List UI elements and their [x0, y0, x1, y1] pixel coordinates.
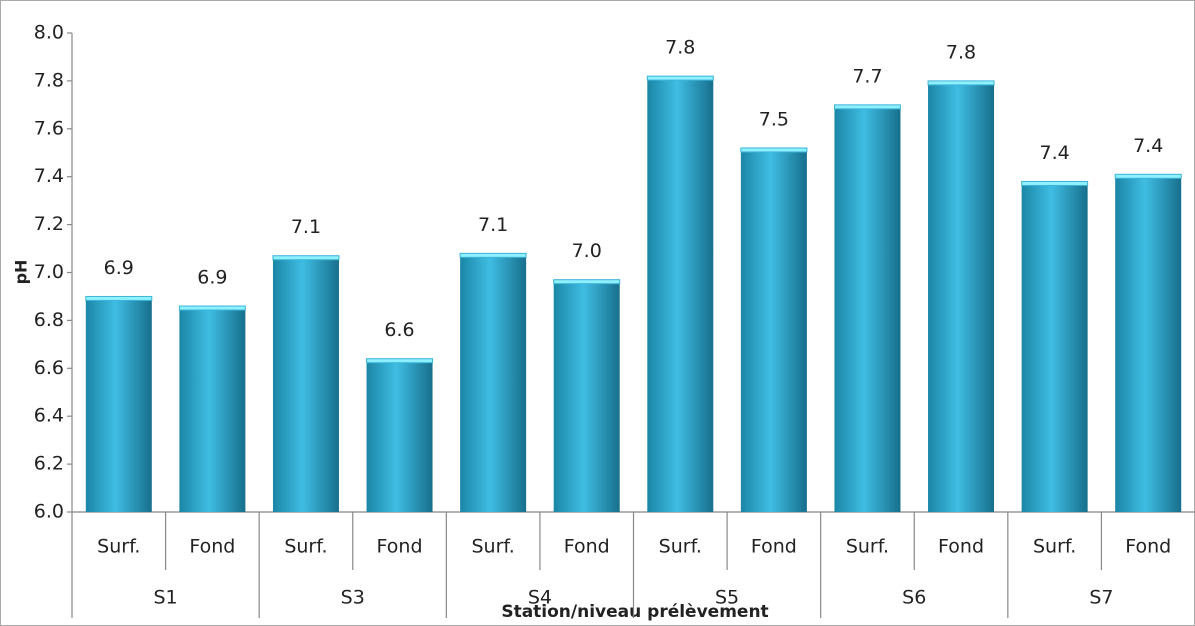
bar-cap [927, 80, 995, 86]
x-tick-label: Surf. [471, 536, 514, 558]
bar [1115, 174, 1182, 512]
bar [366, 358, 433, 512]
x-tick-label: Surf. [659, 536, 702, 558]
value-label: 7.7 [852, 65, 882, 87]
x-tick-label: Fond [377, 536, 423, 558]
y-tick-label: 8.0 [34, 22, 64, 44]
x-tick-label: Surf. [97, 536, 140, 558]
bar [740, 147, 807, 512]
y-tick-label: 7.4 [34, 165, 64, 187]
y-tick-label: 6.2 [34, 453, 64, 475]
value-label: 7.1 [291, 216, 321, 238]
group-label: S6 [902, 587, 926, 609]
y-tick-label: 6.0 [34, 501, 64, 523]
value-label: 6.9 [197, 267, 227, 289]
value-label: 7.8 [946, 41, 976, 63]
bar-cap [646, 75, 714, 81]
group-label: S7 [1089, 587, 1113, 609]
bar-cap [740, 147, 808, 153]
bar-cap [833, 104, 901, 110]
y-tick-label: 6.6 [34, 357, 64, 379]
x-tick-label: Surf. [284, 536, 327, 558]
value-label: 6.6 [384, 319, 414, 341]
bar [834, 104, 901, 512]
y-axis-title: pH [12, 260, 31, 285]
x-tick-label: Fond [938, 536, 984, 558]
x-tick-label: Surf. [846, 536, 889, 558]
value-label: 7.4 [1040, 142, 1070, 164]
bar [647, 76, 714, 513]
bar [272, 255, 339, 513]
x-tick-label: Fond [751, 536, 797, 558]
bar-cap [553, 279, 621, 285]
bar-cap [85, 295, 153, 301]
bar [460, 253, 527, 512]
value-label: 6.9 [104, 257, 134, 279]
bar [553, 279, 620, 512]
group-label: S1 [154, 587, 178, 609]
bar-cap [1114, 173, 1182, 179]
x-tick-label: Fond [189, 536, 235, 558]
value-label: 7.4 [1133, 135, 1163, 157]
y-tick-label: 7.0 [34, 261, 64, 283]
bar [179, 306, 246, 512]
y-tick-label: 6.8 [34, 309, 64, 331]
value-label: 7.1 [478, 214, 508, 236]
bar [85, 296, 152, 512]
bar-cap [178, 305, 246, 311]
group-label: S5 [715, 587, 739, 609]
bar [1021, 181, 1088, 513]
x-axis-title: Station/niveau prélèvement [501, 602, 768, 622]
bar-cap [459, 252, 527, 258]
group-label: S3 [341, 587, 365, 609]
x-tick-label: Fond [1125, 536, 1171, 558]
y-tick-label: 6.4 [34, 405, 64, 427]
value-label: 7.0 [572, 240, 602, 262]
bar-cap [1021, 180, 1089, 186]
bar [928, 80, 995, 513]
x-tick-label: Surf. [1033, 536, 1076, 558]
group-label: S4 [528, 587, 552, 609]
x-tick-label: Fond [564, 536, 610, 558]
value-label: 7.8 [665, 37, 695, 59]
y-tick-label: 7.6 [34, 117, 64, 139]
y-tick-label: 7.8 [34, 69, 64, 91]
bar-cap [272, 255, 340, 261]
y-tick-label: 7.2 [34, 213, 64, 235]
value-label: 7.5 [759, 108, 789, 130]
bar-cap [366, 358, 434, 364]
